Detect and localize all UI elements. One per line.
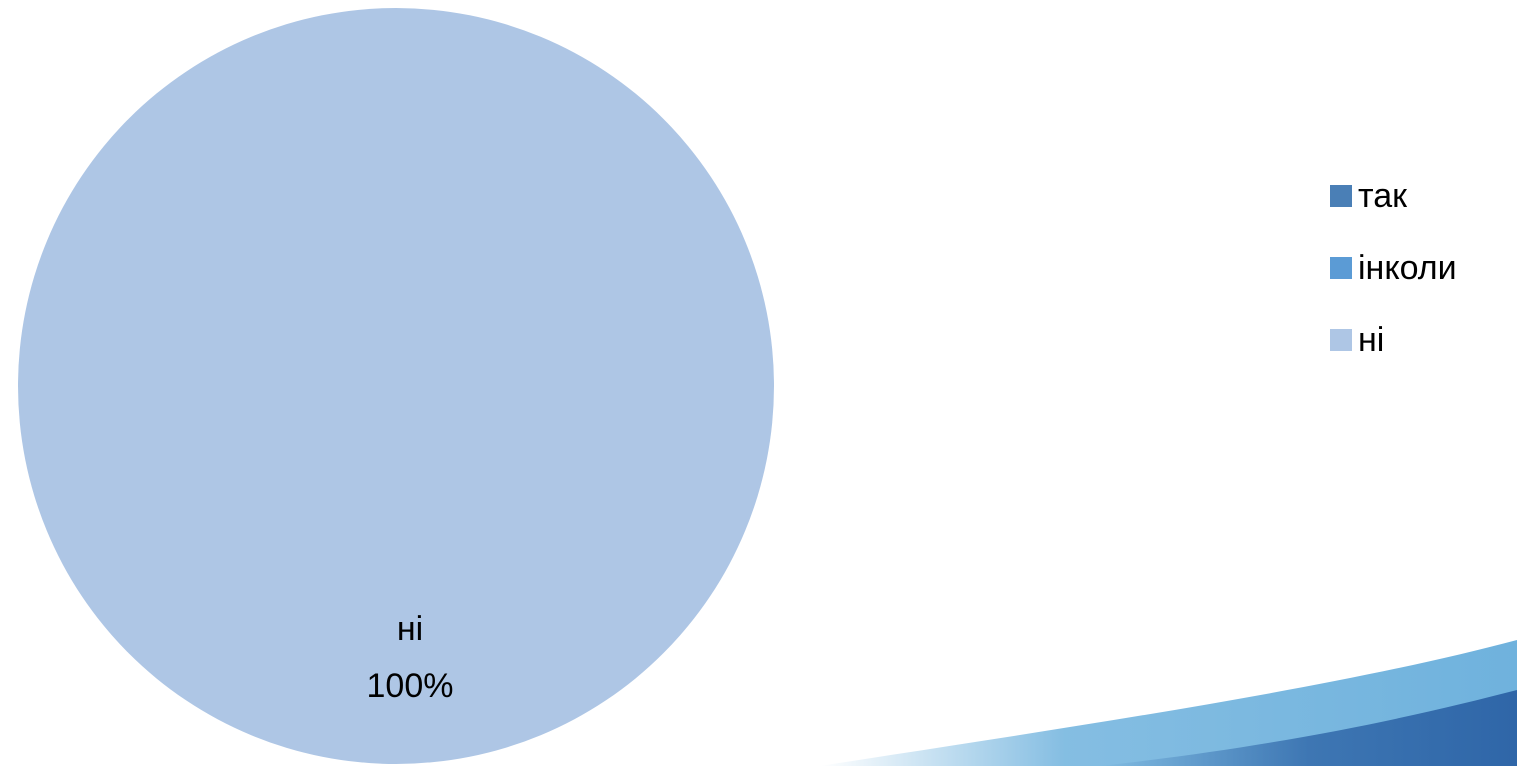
pie-data-labels: ні 100% (367, 610, 454, 705)
swoosh-dark (1100, 690, 1517, 766)
pie-slices (18, 8, 774, 764)
legend-swatch (1330, 329, 1352, 351)
legend-label: так (1358, 177, 1407, 215)
legend-item-ні: ні (1330, 320, 1457, 360)
legend-label: ні (1358, 321, 1385, 359)
data-label-category: ні (397, 610, 423, 648)
legend-item-так: так (1330, 176, 1457, 216)
legend-swatch (1330, 185, 1352, 207)
chart-legend: так інколи ні (1330, 176, 1457, 392)
pie-slice-ні (18, 8, 774, 764)
data-label-percent: 100% (367, 667, 454, 705)
legend-item-інколи: інколи (1330, 248, 1457, 288)
legend-swatch (1330, 257, 1352, 279)
legend-label: інколи (1358, 249, 1457, 287)
decorative-swoosh (820, 640, 1517, 766)
